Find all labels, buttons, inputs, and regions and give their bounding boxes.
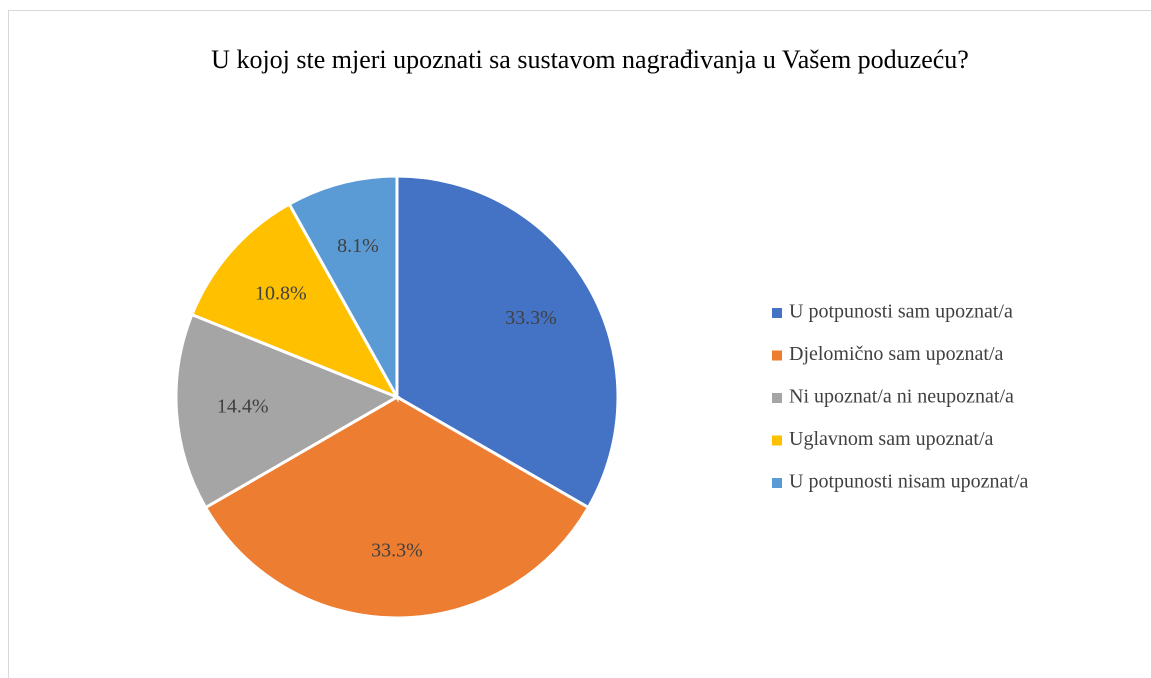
data-label: 10.8% (255, 282, 307, 304)
data-label: 8.1% (337, 235, 379, 257)
data-label: 14.4% (217, 396, 269, 418)
legend-label: U potpunosti sam upoznat/a (789, 301, 1013, 323)
chart-title: U kojoj ste mjeri upoznati sa sustavom n… (211, 45, 969, 74)
legend-label: Uglavnom sam upoznat/a (789, 428, 994, 450)
legend-swatch (772, 350, 782, 361)
legend-swatch (772, 435, 782, 446)
legend-swatch (772, 478, 782, 488)
legend-label: Ni upoznat/a ni neupoznat/a (789, 386, 1014, 408)
data-label: 33.3% (371, 539, 423, 561)
legend-swatch (772, 393, 782, 403)
legend-label: Djelomično sam upoznat/a (789, 343, 1004, 365)
pie-slice (174, 312, 401, 510)
chart-border (8, 10, 1151, 678)
pie-slice (189, 202, 401, 400)
legend-label: U potpunosti nisam upoznat/a (789, 471, 1029, 493)
legend-swatch (772, 308, 782, 318)
data-label: 33.3% (505, 307, 557, 329)
pie-slice (395, 174, 620, 510)
pie-slice (287, 174, 399, 403)
